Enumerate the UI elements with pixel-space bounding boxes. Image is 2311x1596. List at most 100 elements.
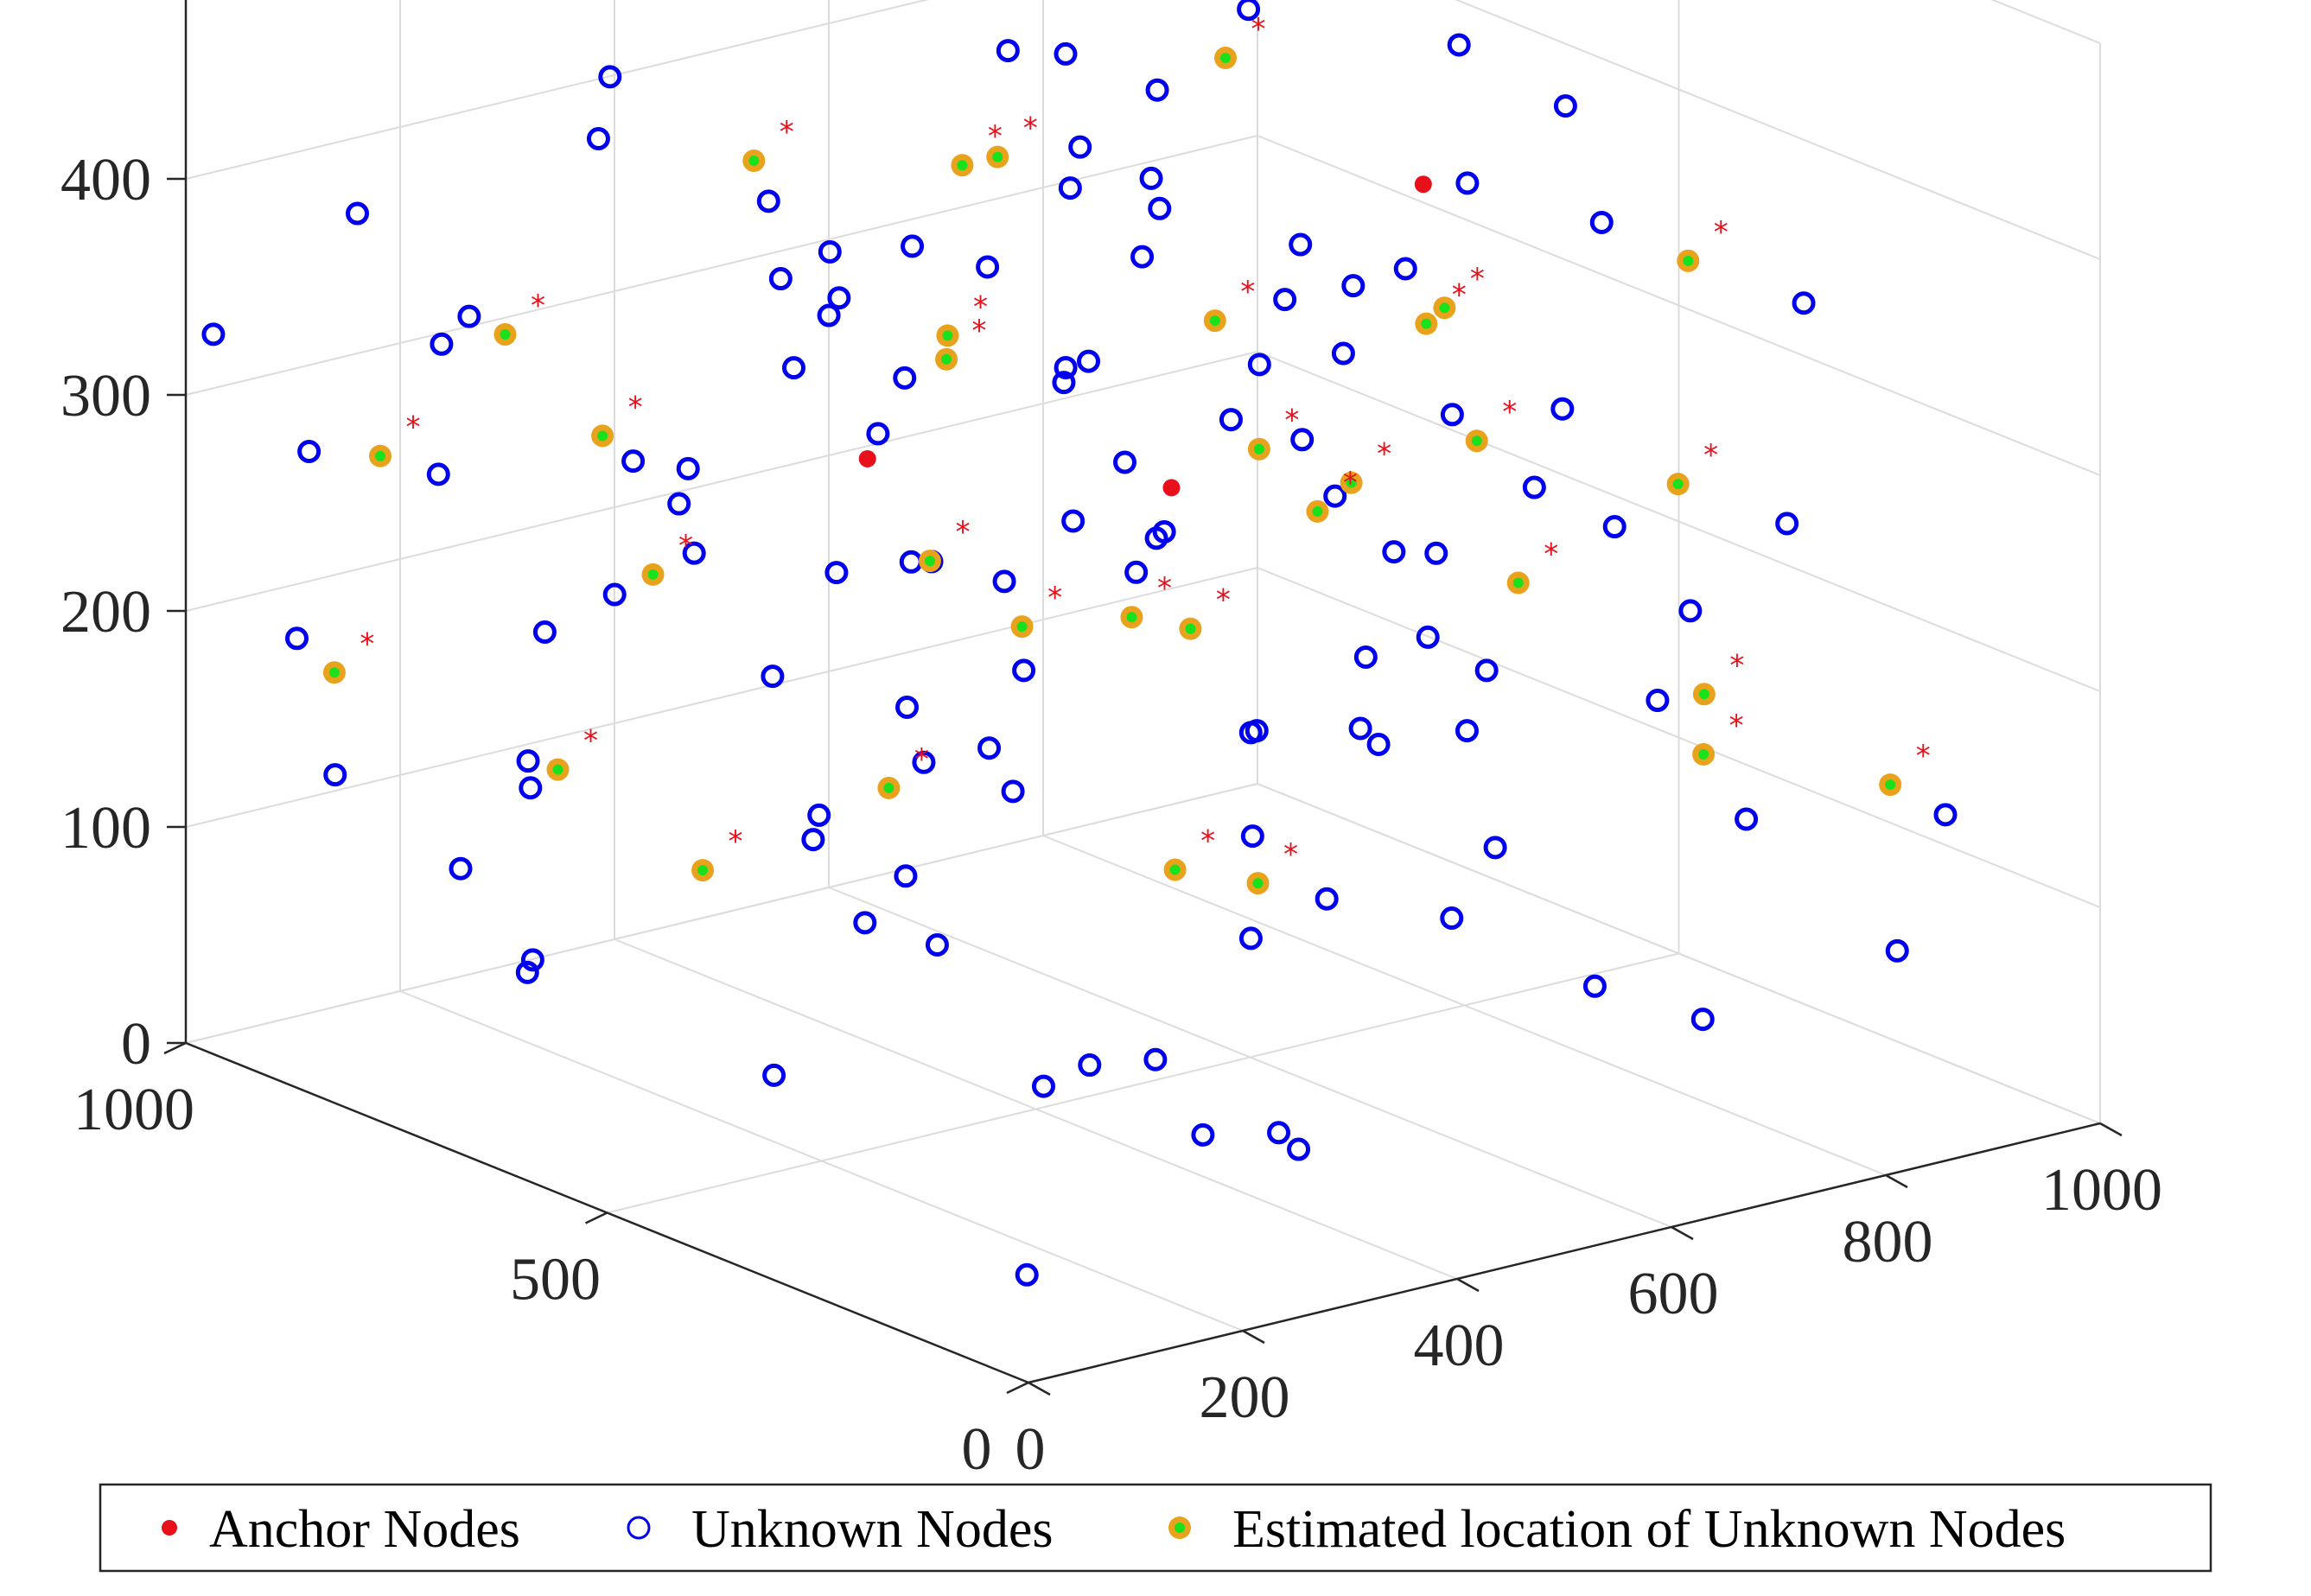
estimated-node-core <box>597 430 608 442</box>
unknown-node-point <box>976 255 1000 279</box>
unknown-node-point <box>853 911 877 935</box>
unknown-node-point <box>1550 397 1575 421</box>
unknown-node-point <box>1290 428 1315 452</box>
estimated-node-core <box>941 353 952 365</box>
unknown-node-point <box>761 664 785 689</box>
unknown-node-point <box>1052 371 1076 395</box>
unknown-node-point <box>1483 836 1507 860</box>
estimated-node-core <box>992 151 1003 162</box>
estimation-error-star: * <box>1283 837 1298 872</box>
estimation-error-star: * <box>1470 262 1485 296</box>
estimation-error-star: * <box>1729 709 1744 743</box>
estimation-error-star: * <box>1251 12 1266 47</box>
legend-marker-estimate-core <box>1175 1523 1185 1533</box>
estimated-node-point <box>1247 437 1270 461</box>
grid-line-side-z <box>1257 567 2101 908</box>
estimation-error-star: * <box>988 119 1003 154</box>
y-tick-label: 500 <box>510 1247 601 1313</box>
unknown-node-point <box>996 39 1020 63</box>
estimated-node-point <box>1506 571 1530 595</box>
estimated-node-point <box>936 324 959 347</box>
unknown-node-point <box>430 332 454 356</box>
estimated-node-core <box>1698 748 1709 760</box>
unknown-node-point <box>893 366 917 390</box>
estimated-node-point <box>1163 858 1187 881</box>
unknown-node-point <box>519 776 543 800</box>
estimated-node-point <box>742 149 766 173</box>
y-tick-label: 1000 <box>73 1077 194 1143</box>
estimated-node-point <box>951 154 974 177</box>
grid-line-side-z <box>1257 351 2101 692</box>
unknown-node-point <box>782 356 805 380</box>
unknown-node-point <box>1353 645 1378 669</box>
data-points: * * * * * * * * * * * * * * * * * * * * * * * * * * * * * * * * * <box>201 0 1958 1287</box>
estimation-error-star: * <box>1047 581 1062 615</box>
grid-line-back-z <box>185 351 1258 612</box>
estimated-node-core <box>1209 315 1220 327</box>
unknown-node-point <box>895 695 919 719</box>
estimation-error-star: * <box>973 289 988 324</box>
unknown-node-point <box>1113 450 1136 474</box>
unknown-node-point <box>894 864 918 888</box>
grid-line-side-z <box>1455 0 2101 260</box>
unknown-node-point <box>1933 803 1958 827</box>
y-tick-label: 0 <box>962 1416 992 1483</box>
x-tick-label: 200 <box>1200 1364 1290 1431</box>
estimated-node-core <box>925 556 935 567</box>
grid-line-back-z <box>185 135 1258 396</box>
x-tick-label: 800 <box>1843 1209 1933 1275</box>
unknown-node-point <box>992 569 1016 594</box>
unknown-node-point <box>1012 658 1036 683</box>
unknown-node-point <box>1690 1008 1715 1032</box>
unknown-node-point <box>532 620 557 644</box>
unknown-node-point <box>801 828 825 852</box>
estimated-node-core <box>1185 623 1196 634</box>
legend-label-anchor: Anchor Nodes <box>209 1500 520 1559</box>
x-axis-line <box>1028 1122 2101 1384</box>
estimated-node-core <box>1253 443 1264 455</box>
estimated-node-point <box>1415 312 1438 335</box>
unknown-node-point <box>1124 560 1149 584</box>
estimated-node-point <box>591 424 614 448</box>
unknown-node-point <box>1447 33 1471 57</box>
estimation-error-star: * <box>1343 466 1358 500</box>
x-tick-mark <box>1671 1225 1694 1241</box>
estimation-error-star: * <box>1714 215 1728 250</box>
estimated-node-point <box>1214 47 1237 70</box>
estimation-error-star: * <box>1023 111 1038 146</box>
estimation-error-star: * <box>729 824 743 859</box>
estimated-node-point <box>1433 296 1456 320</box>
unknown-node-point <box>1130 245 1155 269</box>
estimated-node-core <box>375 450 385 461</box>
unknown-node-point <box>866 422 890 446</box>
grid-line-side-z <box>1257 783 2101 1124</box>
unknown-node-point <box>1054 355 1078 379</box>
estimation-error-star: * <box>1729 648 1744 683</box>
unknown-node-point <box>1455 719 1479 743</box>
estimated-node-point <box>919 550 941 573</box>
unknown-node-point <box>925 932 949 957</box>
estimated-node-point <box>1120 606 1143 629</box>
estimated-node-core <box>500 328 511 340</box>
unknown-node-point <box>1289 232 1313 257</box>
estimated-node-core <box>1421 318 1432 329</box>
estimated-node-point <box>1879 773 1902 797</box>
unknown-node-point <box>676 456 700 480</box>
estimated-node-core <box>697 865 709 876</box>
legend-box <box>99 1483 2212 1573</box>
grid-line-side-z <box>1257 135 2101 476</box>
grid-line-back-z <box>185 567 1258 828</box>
unknown-node-point <box>323 763 347 787</box>
estimated-node-core <box>1126 612 1137 623</box>
unknown-node-point <box>1424 541 1448 565</box>
unknown-node-point <box>1775 512 1799 536</box>
unknown-node-point <box>827 286 851 310</box>
unknown-node-point <box>1646 689 1670 713</box>
estimated-node-point <box>1465 429 1488 453</box>
unknown-node-point <box>602 582 627 607</box>
grid-line-back-z <box>185 0 929 180</box>
estimation-error-star: * <box>628 390 643 424</box>
unknown-node-point <box>1366 732 1391 756</box>
estimated-node-point <box>546 758 570 781</box>
